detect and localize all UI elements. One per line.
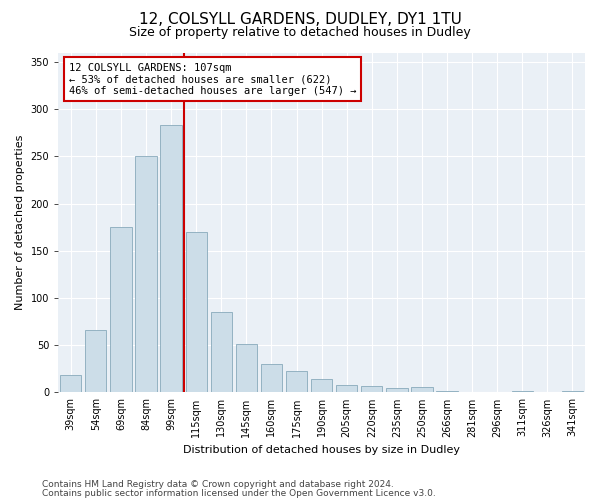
Bar <box>261 364 282 392</box>
Bar <box>85 330 106 392</box>
Bar <box>311 379 332 392</box>
Bar <box>211 312 232 392</box>
Bar <box>386 388 407 392</box>
Text: 12 COLSYLL GARDENS: 107sqm
← 53% of detached houses are smaller (622)
46% of sem: 12 COLSYLL GARDENS: 107sqm ← 53% of deta… <box>69 62 356 96</box>
Text: Size of property relative to detached houses in Dudley: Size of property relative to detached ho… <box>129 26 471 39</box>
Text: 12, COLSYLL GARDENS, DUDLEY, DY1 1TU: 12, COLSYLL GARDENS, DUDLEY, DY1 1TU <box>139 12 461 28</box>
Bar <box>361 386 382 392</box>
Text: Contains HM Land Registry data © Crown copyright and database right 2024.: Contains HM Land Registry data © Crown c… <box>42 480 394 489</box>
Bar <box>136 156 157 392</box>
Bar <box>185 232 207 392</box>
Bar <box>60 376 82 392</box>
Bar <box>512 390 533 392</box>
Bar <box>562 390 583 392</box>
Bar <box>411 387 433 392</box>
Bar <box>236 344 257 393</box>
Bar <box>286 370 307 392</box>
X-axis label: Distribution of detached houses by size in Dudley: Distribution of detached houses by size … <box>183 445 460 455</box>
Y-axis label: Number of detached properties: Number of detached properties <box>15 135 25 310</box>
Bar <box>160 125 182 392</box>
Bar <box>336 385 358 392</box>
Bar <box>110 227 131 392</box>
Text: Contains public sector information licensed under the Open Government Licence v3: Contains public sector information licen… <box>42 488 436 498</box>
